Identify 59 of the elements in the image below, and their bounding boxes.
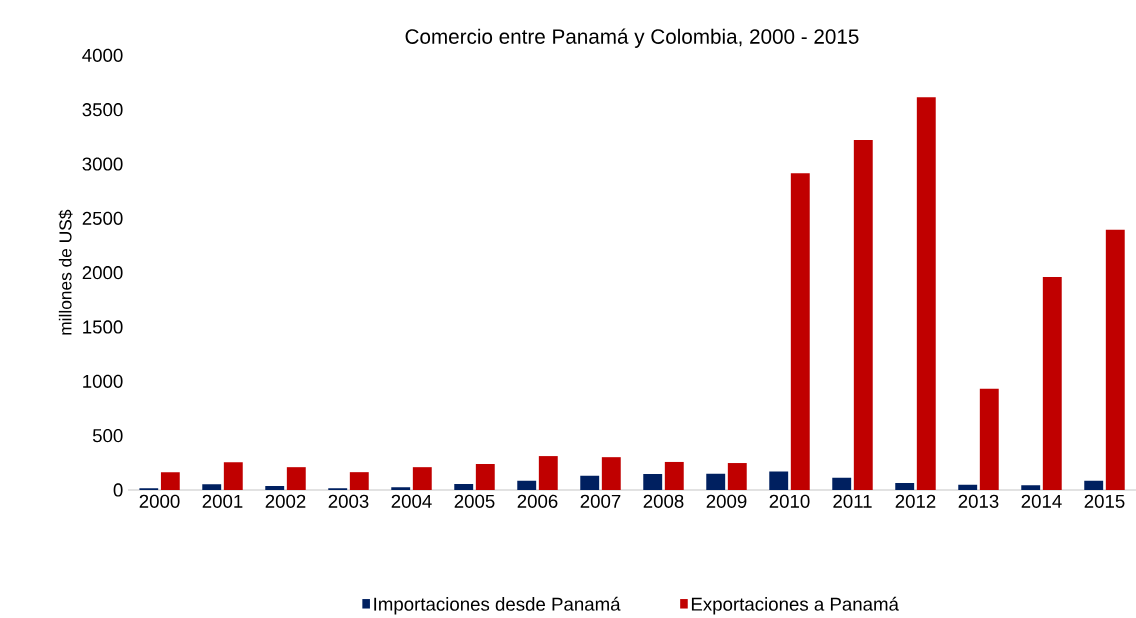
bar (454, 484, 474, 490)
x-tick-label: 2007 (580, 494, 621, 508)
x-tick-label: 2010 (769, 494, 810, 508)
bar (580, 475, 600, 490)
x-tick-label: 2004 (391, 494, 432, 508)
y-tick-label: 1000 (83, 374, 123, 388)
y-tick-label: 2500 (82, 211, 123, 225)
bar (664, 461, 684, 490)
bar (601, 457, 621, 490)
x-tick-label: 2006 (517, 494, 558, 508)
bar (202, 484, 222, 490)
y-tick-label: 500 (92, 429, 123, 443)
y-tick-label: 2000 (82, 266, 123, 280)
y-tick-label: 1500 (83, 320, 123, 334)
x-tick-label: 2009 (706, 494, 747, 508)
legend-label: Importaciones desde Panamá (374, 596, 621, 615)
bar (790, 173, 810, 490)
bar (1042, 277, 1062, 490)
bar (1084, 480, 1104, 490)
y-tick-label: 3500 (82, 103, 123, 117)
bar (958, 484, 978, 490)
bar (643, 474, 663, 490)
y-tick-label: 3000 (82, 157, 123, 171)
chart-title: Comercio entre Panamá y Colombia, 2000 - 2015 (405, 28, 859, 48)
bar (853, 140, 873, 490)
bar (391, 487, 411, 490)
bar (286, 467, 306, 490)
bar (160, 472, 180, 490)
x-tick-label: 2015 (1084, 494, 1125, 508)
bar (223, 462, 243, 490)
bar (1105, 229, 1125, 490)
bar (832, 477, 852, 490)
y-tick-label: 4000 (82, 48, 123, 62)
x-tick-label: 2013 (958, 494, 999, 508)
bar (916, 97, 936, 490)
legend-label: Exportaciones a Panamá (691, 596, 899, 615)
bar (706, 473, 726, 490)
y-tick-label: 0 (113, 483, 123, 497)
bar (412, 467, 432, 490)
bar (727, 463, 747, 490)
bar (769, 471, 789, 490)
bar (265, 486, 285, 490)
x-tick-label: 2008 (643, 494, 684, 508)
bar (517, 480, 537, 490)
bar (349, 472, 369, 490)
x-tick-label: 2005 (454, 494, 495, 508)
x-tick-label: 2012 (895, 494, 936, 508)
x-tick-label: 2014 (1021, 494, 1062, 508)
x-tick-label: 2003 (328, 494, 369, 508)
x-tick-label: 2011 (833, 494, 872, 508)
bar (475, 464, 495, 490)
bar (538, 456, 558, 490)
x-tick-label: 2000 (139, 494, 180, 508)
x-tick-label: 2001 (202, 494, 243, 508)
bar (1021, 485, 1041, 490)
bar (979, 388, 999, 490)
y-axis-title: millones de US$ (58, 209, 73, 335)
bar (895, 483, 915, 490)
x-tick-label: 2002 (265, 494, 306, 508)
